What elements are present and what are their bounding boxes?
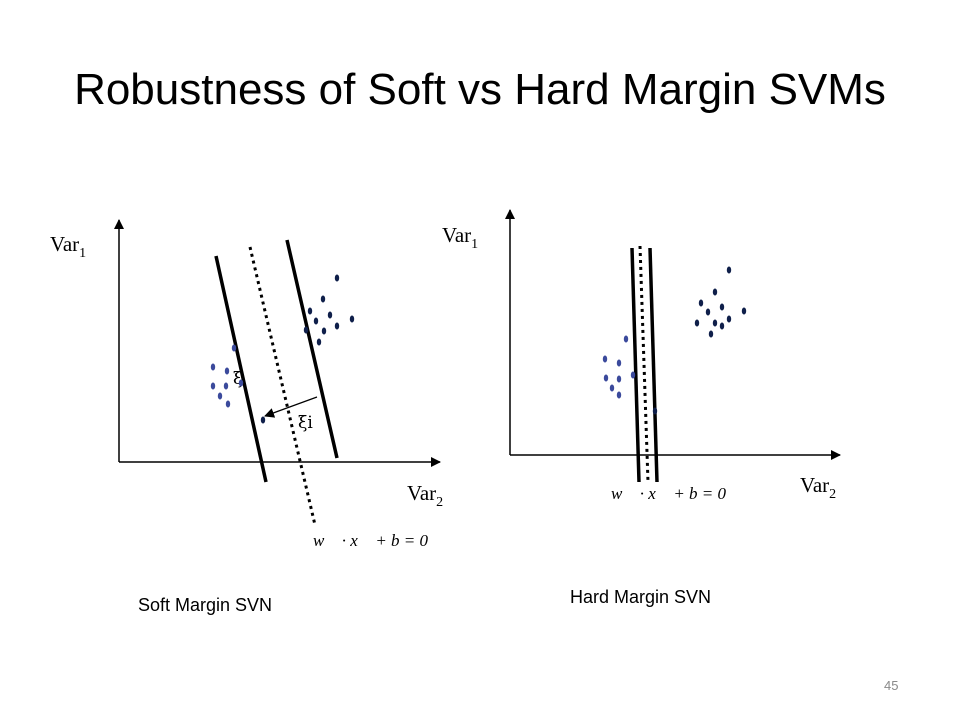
data-point [320,295,326,303]
data-point [603,374,609,382]
soft-y-axis-label: Var1 [50,232,86,261]
soft-slack-small-label: ξ [233,369,242,389]
data-point [616,359,622,367]
soft-margin-line-left [214,255,268,483]
data-point [260,416,266,424]
hard-class-a-dots [602,335,636,399]
data-point [719,322,725,330]
soft-slack-arrow [264,396,318,418]
data-point [630,371,636,379]
data-point [334,274,340,282]
soft-decision-boundary [248,246,317,526]
soft-boundary-equation: w⃗ · x⃗ + b = 0 [313,531,429,550]
data-point [616,375,622,383]
soft-class-b-dots [260,274,355,424]
data-point [334,322,340,330]
hard-class-b-dots [652,266,747,415]
data-point [210,382,216,390]
data-point [708,330,714,338]
data-point [349,315,355,323]
hard-y-axis-label: Var1 [442,223,478,252]
data-point [224,367,230,375]
data-point [719,303,725,311]
soft-margin-line-right [285,239,339,459]
hard-margin-line-right [648,247,659,483]
data-point [623,335,629,343]
soft-class-a-dots [210,344,244,408]
data-point [698,299,704,307]
data-point [726,315,732,323]
data-point [210,363,216,371]
hard-margin-caption: Hard Margin SVN [570,587,712,607]
data-point [231,344,237,352]
data-point [223,382,229,390]
data-point [303,326,309,334]
hard-margin-panel: Var1 Var2 w⃗ · [442,209,841,503]
slide-title: Robustness of Soft vs Hard Margin SVMs [74,65,886,114]
page-number: 45 [884,678,899,693]
soft-margin-caption: Soft Margin SVN [138,595,273,615]
data-point [313,317,319,325]
hard-boundary-equation: w⃗ · x⃗ + b = 0 [611,484,727,503]
data-point [307,307,313,315]
data-point [694,319,700,327]
soft-slack-label: ξi [298,413,313,433]
data-point [705,308,711,316]
data-point [316,338,322,346]
data-point [609,384,615,392]
data-point [652,407,658,415]
hard-x-axis-label: Var2 [800,473,836,502]
data-point [321,327,327,335]
hard-margin-line-left [630,247,641,483]
data-point [238,379,244,387]
data-point [712,288,718,296]
data-point [225,400,231,408]
hard-decision-boundary [638,245,650,483]
data-point [741,307,747,315]
data-point [726,266,732,274]
data-point [602,355,608,363]
data-point [712,319,718,327]
data-point [616,391,622,399]
data-point [217,392,223,400]
data-point [327,311,333,319]
soft-margin-panel: Var1 Var2 ξi ξ [50,219,443,550]
soft-x-axis-label: Var2 [407,481,443,510]
